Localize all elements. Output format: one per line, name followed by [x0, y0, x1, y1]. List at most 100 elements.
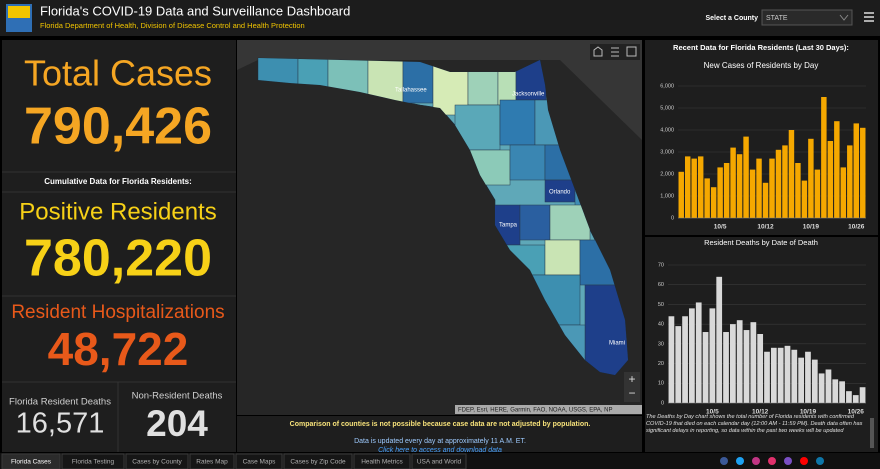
- bar: [860, 127, 866, 218]
- tabs: Florida Cases Florida Testing Cases by Cou…: [1, 453, 467, 469]
- bar: [788, 130, 795, 218]
- y-tick-label: 60: [658, 282, 664, 288]
- x-tick-label: 10/12: [757, 224, 774, 231]
- y-tick-label: 0: [661, 400, 664, 406]
- bar: [743, 136, 749, 218]
- map-note-panel: [237, 416, 642, 452]
- bar: [811, 359, 818, 403]
- zoom-out[interactable]: −: [628, 386, 635, 400]
- bar: [736, 320, 743, 403]
- bar: [691, 158, 697, 218]
- y-tick-label: 20: [658, 361, 664, 367]
- bar: [847, 145, 853, 218]
- attribution-bar: [455, 405, 642, 414]
- tab-label: Rates Map: [196, 459, 228, 466]
- tab-label: Florida Testing: [72, 459, 115, 466]
- qr-button[interactable]: [626, 46, 637, 57]
- bar: [798, 357, 805, 403]
- bar: [723, 163, 730, 218]
- tab[interactable]: [189, 453, 235, 469]
- tab-label: USA and World: [417, 459, 462, 466]
- bar: [685, 156, 691, 218]
- bar: [682, 316, 688, 403]
- x-tick-label: 10/19: [803, 224, 820, 231]
- bar: [825, 369, 832, 403]
- recent-title: Recent Data for Florida Residents (Last …: [673, 43, 849, 52]
- social-icon[interactable]: [752, 457, 760, 465]
- bar: [846, 391, 852, 403]
- x-tick-label: 10/26: [848, 224, 865, 231]
- bar: [840, 167, 847, 218]
- home-button[interactable]: [593, 46, 603, 57]
- y-tick-label: 50: [658, 302, 664, 308]
- chart-title: Resident Deaths by Date of Death: [704, 238, 818, 247]
- x-tick-label: 10/5: [706, 409, 719, 416]
- y-tick-label: 30: [658, 341, 664, 347]
- bar: [750, 322, 757, 403]
- bar: [702, 332, 709, 403]
- city-label: Tallahassee: [395, 88, 427, 94]
- social-icon[interactable]: [736, 457, 744, 465]
- zoom-control: [624, 372, 640, 402]
- y-tick-label: 1,000: [660, 193, 674, 199]
- x-tick-label: 10/19: [800, 409, 817, 416]
- map-note: Comparison of counties is not possible b…: [290, 421, 591, 428]
- scrollbar[interactable]: [870, 418, 874, 448]
- bar: [716, 276, 723, 403]
- tab[interactable]: [353, 453, 411, 469]
- legend-button[interactable]: [611, 47, 619, 57]
- chart-title: New Cases of Residents by Day: [704, 61, 819, 70]
- tab-label: Case Maps: [243, 459, 277, 466]
- bar: [717, 167, 723, 218]
- social-icon[interactable]: [768, 457, 776, 465]
- tab[interactable]: [61, 453, 125, 469]
- bar: [805, 351, 811, 403]
- tab[interactable]: [283, 453, 353, 469]
- bar: [749, 169, 756, 218]
- total-cases-value: 790,426: [24, 98, 212, 156]
- tab[interactable]: [235, 453, 283, 469]
- social-icon[interactable]: [800, 457, 808, 465]
- y-tick-label: 70: [658, 262, 664, 268]
- social-icon[interactable]: [784, 457, 792, 465]
- y-tick-label: 0: [671, 215, 674, 221]
- y-tick-label: 40: [658, 322, 664, 328]
- bar: [775, 149, 782, 218]
- update-note: Data is updated every day at approximate…: [354, 438, 526, 445]
- tab-label: Cases by County: [132, 459, 182, 466]
- tab-label: Health Metrics: [361, 459, 403, 466]
- bar: [697, 156, 704, 218]
- bar: [795, 163, 801, 218]
- social-icon[interactable]: [720, 457, 728, 465]
- bar: [782, 145, 788, 218]
- city-label: Jacksonville: [512, 92, 545, 98]
- menu-icon[interactable]: [864, 12, 874, 22]
- y-tick-label: 6,000: [660, 83, 674, 89]
- social-icon[interactable]: [816, 457, 824, 465]
- cumulative-label: Cumulative Data for Florida Residents:: [44, 177, 192, 186]
- bar: [710, 187, 717, 218]
- county: [499, 99, 536, 146]
- select-caret: [839, 14, 849, 21]
- bar: [834, 121, 840, 218]
- header-subtitle: Florida Department of Health, Division o…: [40, 21, 305, 30]
- bar: [791, 349, 798, 403]
- header-title: Florida's COVID-19 Data and Surveillance…: [40, 3, 350, 18]
- bar: [730, 147, 736, 218]
- download-link[interactable]: Click here to access and download data: [378, 447, 502, 454]
- bar: [832, 379, 839, 403]
- county: [258, 58, 299, 86]
- tab[interactable]: [125, 453, 189, 469]
- bar: [770, 347, 777, 403]
- city-label: Tampa: [499, 223, 518, 229]
- tab-label: Florida Cases: [11, 459, 52, 466]
- county-select[interactable]: [761, 9, 853, 26]
- bar: [859, 387, 866, 403]
- zoom-in[interactable]: +: [628, 372, 635, 386]
- tab[interactable]: [411, 453, 467, 469]
- tab[interactable]: [1, 453, 61, 469]
- total-cases-label: Total Cases: [24, 53, 212, 94]
- logo-sun: [8, 6, 30, 18]
- deaths-note: The Deaths by Day chart shows the total …: [646, 414, 863, 434]
